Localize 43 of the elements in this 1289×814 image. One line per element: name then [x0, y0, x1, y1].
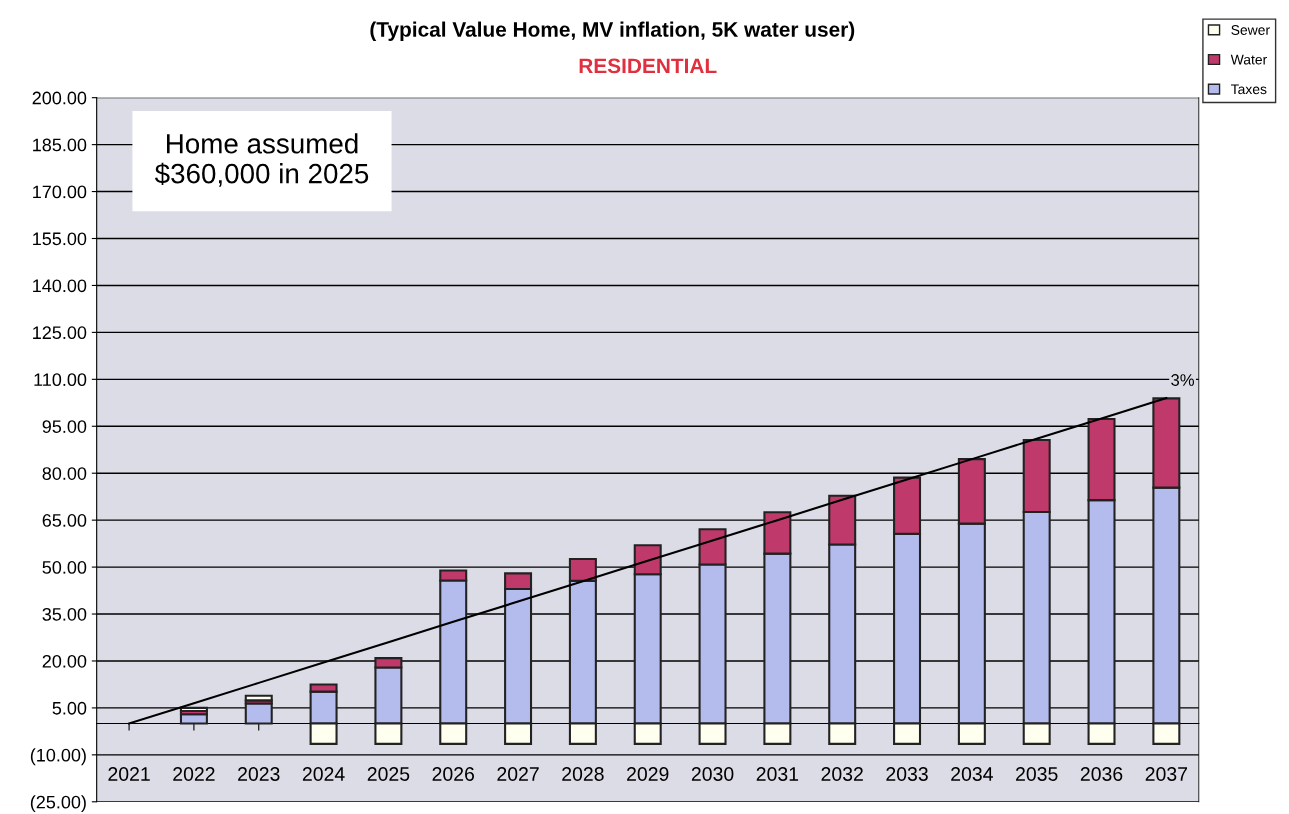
x-tick-label: 2028 [562, 767, 604, 781]
x-tick-label: 2030 [691, 767, 734, 781]
x-tick-label: 2029 [627, 767, 669, 781]
y-tick-label: 80.00 [42, 467, 87, 480]
bar [179, 706, 208, 713]
x-tick-label: 2023 [238, 767, 280, 781]
annotation: Home assumed $360,000 in 2025 [154, 133, 369, 187]
y-tick-label: 170.00 [33, 185, 87, 199]
x-tick-label: 2025 [367, 767, 410, 781]
series-label: 3% [1171, 374, 1195, 386]
x-tick-label: 2021 [108, 767, 150, 781]
chart-title: (Typical Value Home, MV inflation, 5K water user) [370, 21, 855, 41]
x-tick-label: 2034 [951, 767, 993, 781]
x-tick-label: 2037 [1145, 767, 1188, 781]
y-tick-label: 50.00 [42, 561, 87, 574]
legend-label: Taxes [1231, 84, 1267, 95]
y-tick-label: 5.00 [52, 701, 87, 715]
x-tick-label: 2026 [432, 767, 475, 781]
y-tick-label: 125.00 [33, 326, 87, 340]
bar [244, 694, 273, 702]
y-tick-label: 140.00 [33, 279, 87, 293]
y-tick-label: 95.00 [42, 420, 87, 433]
y-tick-label: (10.00) [30, 748, 86, 766]
x-tick-label: 2024 [302, 767, 345, 781]
y-tick-label: 155.00 [33, 232, 87, 246]
y-tick-label: 200.00 [32, 91, 87, 105]
x-tick-label: 2036 [1080, 767, 1123, 781]
chart-subtitle: RESIDENTIAL [579, 58, 717, 74]
x-tick-label: 2027 [497, 767, 539, 781]
x-tick-label: 2032 [821, 767, 863, 781]
y-tick-label: (25.00) [30, 795, 86, 813]
x-tick-label: 2031 [756, 767, 799, 781]
y-tick-label: 35.00 [42, 607, 87, 621]
y-tick-label: 20.00 [42, 654, 87, 668]
bar [244, 702, 273, 725]
x-tick-label: 2035 [1016, 767, 1058, 781]
legend-label: Sewer [1231, 25, 1270, 35]
legend-label: Water [1230, 54, 1267, 65]
y-tick-label: 110.00 [34, 373, 87, 387]
x-tick-label: 2022 [173, 767, 215, 781]
y-tick-label: 65.00 [42, 514, 87, 527]
y-tick-label: 185.00 [33, 138, 87, 152]
x-tick-label: 2033 [886, 767, 928, 781]
